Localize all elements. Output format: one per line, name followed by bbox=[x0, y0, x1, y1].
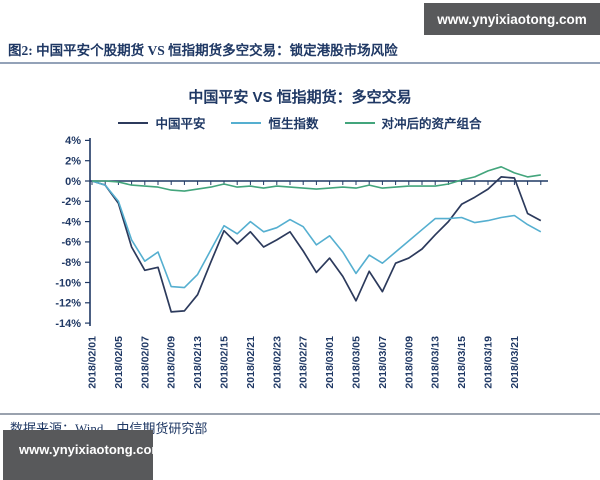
x-tick-label: 2018/02/27 bbox=[298, 336, 310, 389]
y-tick-label: -10% bbox=[55, 277, 81, 289]
x-tick-label: 2018/02/23 bbox=[271, 336, 283, 389]
x-tick-label: 2018/02/05 bbox=[113, 336, 125, 389]
x-tick-label: 2018/02/15 bbox=[219, 336, 231, 389]
header-watermark: www.ynyixiaotong.com bbox=[424, 3, 600, 35]
y-tick-label: -8% bbox=[61, 257, 81, 269]
legend-label-hedged: 对冲后的资产组合 bbox=[381, 117, 482, 131]
x-tick-label: 2018/02/01 bbox=[87, 336, 99, 389]
legend-line-hedged bbox=[344, 121, 375, 124]
series-line-hsi bbox=[91, 180, 542, 289]
figure-caption: 图2: 中国平安个股期货 VS 恒指期货多空交易：锁定港股市场风险 bbox=[8, 43, 398, 58]
x-tick-label: 2018/03/09 bbox=[403, 336, 415, 389]
y-tick-label: -14% bbox=[55, 318, 81, 330]
y-tick-label: -2% bbox=[61, 196, 81, 208]
x-tick-label: 2018/03/15 bbox=[456, 336, 468, 389]
x-tick-label: 2018/03/01 bbox=[324, 336, 336, 389]
x-tick-label: 2018/02/21 bbox=[245, 336, 257, 389]
x-tick-label: 2018/03/07 bbox=[377, 336, 389, 389]
y-tick-label: 0% bbox=[65, 176, 81, 188]
legend-item-pingan: 中国平安 bbox=[118, 113, 205, 132]
x-tick-label: 2018/02/07 bbox=[139, 336, 151, 389]
x-tick-label: 2018/03/05 bbox=[351, 336, 363, 389]
y-tick-label: -12% bbox=[55, 298, 81, 310]
top-divider bbox=[0, 62, 600, 64]
y-tick-label: -6% bbox=[61, 237, 81, 249]
series-line-hedged bbox=[92, 165, 541, 192]
legend-line-hsi bbox=[231, 121, 262, 124]
line-chart: 4% 2% 0% -2% -4% -6% -8% -10% -12% -14% 2018/02/01… bbox=[55, 135, 548, 389]
series-line-pingan bbox=[91, 176, 542, 313]
y-tick-label: -4% bbox=[61, 216, 81, 228]
x-tick-label: 2018/03/13 bbox=[430, 336, 442, 389]
x-tick-label: 2018/03/21 bbox=[509, 336, 521, 389]
y-tick-label: 4% bbox=[65, 135, 81, 147]
legend-item-hsi: 恒生指数 bbox=[231, 113, 319, 132]
legend-item-hedged: 对冲后的资产组合 bbox=[344, 113, 482, 132]
x-tick-label: 2018/02/09 bbox=[166, 336, 178, 389]
footer-watermark: www.ynyixiaotong.com bbox=[3, 430, 163, 480]
header-watermark-text: www.ynyixiaotong.com bbox=[437, 11, 587, 27]
x-tick-label: 2018/03/19 bbox=[483, 336, 495, 389]
y-tick-label: 2% bbox=[65, 156, 81, 168]
footer-watermark-text: www.ynyixiaotong.com bbox=[19, 442, 163, 457]
chart-legend: 中国平安 恒生指数 对冲后的资产组合 bbox=[60, 113, 540, 132]
chart-title: 中国平安 VS 恒指期货：多空交易 bbox=[188, 89, 412, 106]
legend-label-pingan: 中国平安 bbox=[155, 117, 206, 131]
bottom-divider bbox=[0, 413, 600, 415]
legend-label-hsi: 恒生指数 bbox=[268, 117, 319, 131]
x-tick-label: 2018/02/13 bbox=[192, 336, 204, 389]
legend-line-pingan bbox=[118, 121, 149, 124]
